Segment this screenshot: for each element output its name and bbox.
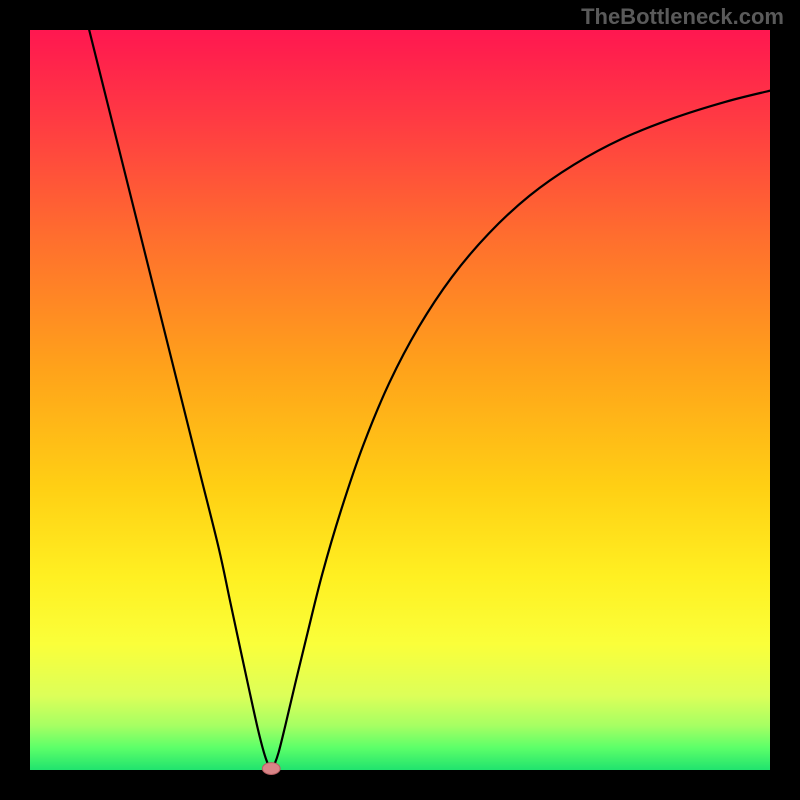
plot-svg [30, 30, 770, 770]
chart-frame: TheBottleneck.com [0, 0, 800, 800]
optimum-point-marker [262, 763, 280, 775]
watermark-text: TheBottleneck.com [581, 4, 784, 30]
plot-area [30, 30, 770, 770]
bottleneck-curve [89, 30, 770, 769]
